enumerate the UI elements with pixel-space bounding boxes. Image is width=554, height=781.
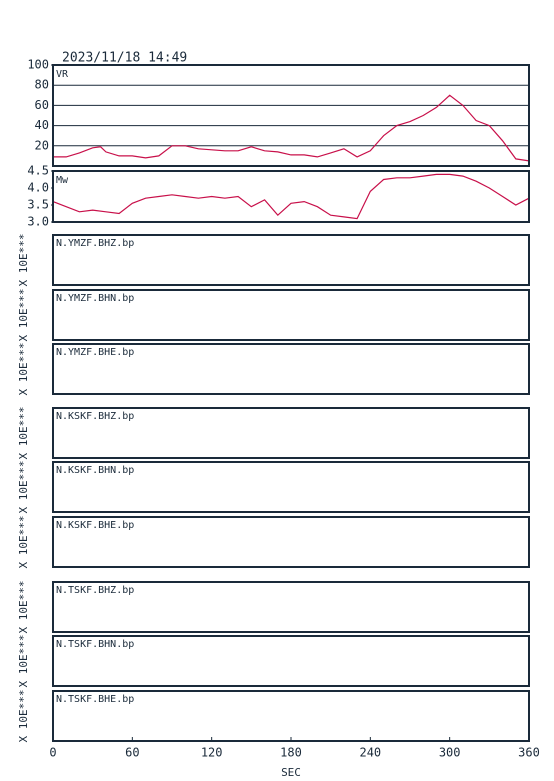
panel-frame <box>52 234 530 286</box>
x-tick-label: 60 <box>125 746 139 760</box>
timestamp: 2023/11/18 14:49 <box>62 51 187 66</box>
panel-frame <box>52 407 530 459</box>
trace-label: N.TSKF.BHN.bp <box>56 639 134 650</box>
scale-label: X 10E*** <box>17 581 30 634</box>
trace-label: N.TSKF.BHZ.bp <box>56 585 134 596</box>
x-tick-label: 0 <box>49 746 56 760</box>
x-tick-label: 180 <box>280 746 302 760</box>
trace-label: N.YMZF.BHN.bp <box>56 293 134 304</box>
panel-frame <box>52 635 530 687</box>
trace-label: N.KSKF.BHN.bp <box>56 465 134 476</box>
trace-label: N.YMZF.BHZ.bp <box>56 238 134 249</box>
y-tick-label: 4.5 <box>27 164 49 178</box>
trace-label: N.TSKF.BHE.bp <box>56 694 134 705</box>
y-tick-label: 40 <box>35 118 49 132</box>
x-axis-label: SEC <box>281 766 301 779</box>
scale-label: X 10E*** <box>17 516 30 569</box>
scale-label: X 10E*** <box>17 461 30 514</box>
panel-title: VR <box>56 69 69 80</box>
panel-title: Mw <box>56 175 69 186</box>
x-tick-label: 360 <box>518 746 540 760</box>
y-tick-label: 80 <box>35 78 49 92</box>
x-tick-label: 300 <box>439 746 461 760</box>
series-line <box>53 94 530 162</box>
y-tick-label: 3.0 <box>27 215 49 229</box>
panel-frame <box>52 516 530 568</box>
x-tick-label: 240 <box>359 746 381 760</box>
panel-frame <box>52 581 530 633</box>
trace-label: N.KSKF.BHZ.bp <box>56 411 134 422</box>
panel-frame <box>52 461 530 513</box>
panel-frame <box>52 170 530 223</box>
scale-label: X 10E*** <box>17 234 30 287</box>
panel-frame <box>52 64 530 167</box>
scale-label: X 10E*** <box>17 289 30 342</box>
scale-label: X 10E*** <box>17 343 30 396</box>
scale-label: X 10E*** <box>17 635 30 688</box>
trace-label: N.KSKF.BHE.bp <box>56 520 134 531</box>
panel-frame <box>52 343 530 395</box>
y-tick-label: 20 <box>35 138 49 152</box>
y-tick-label: 3.5 <box>27 198 49 212</box>
scale-label: X 10E*** <box>17 407 30 460</box>
y-tick-label: 100 <box>27 58 49 72</box>
x-tick-label: 120 <box>201 746 223 760</box>
trace-label: N.YMZF.BHE.bp <box>56 347 134 358</box>
series-line <box>52 173 530 220</box>
y-tick-label: 4.0 <box>27 181 49 195</box>
y-tick-label: 60 <box>35 98 49 112</box>
scale-label: X 10E*** <box>17 690 30 743</box>
panel-frame <box>52 289 530 341</box>
